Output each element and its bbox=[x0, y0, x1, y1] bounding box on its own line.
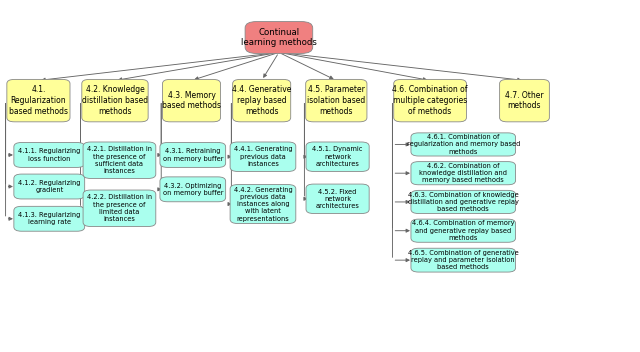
Text: 4.6.1. Combination of
regularization and memory based
methods: 4.6.1. Combination of regularization and… bbox=[406, 134, 520, 155]
FancyBboxPatch shape bbox=[411, 219, 516, 242]
Text: 4.2. Knowledge
distillation based
methods: 4.2. Knowledge distillation based method… bbox=[82, 86, 148, 116]
FancyBboxPatch shape bbox=[245, 21, 313, 54]
Text: 4.5. Parameter
isolation based
methods: 4.5. Parameter isolation based methods bbox=[307, 86, 365, 116]
Text: 4.1.
Regularization
based methods: 4.1. Regularization based methods bbox=[9, 86, 68, 116]
FancyBboxPatch shape bbox=[7, 80, 70, 122]
FancyBboxPatch shape bbox=[306, 80, 367, 122]
FancyBboxPatch shape bbox=[14, 206, 84, 231]
Text: 4.6.3. Combination of knowledge
distillation and generative replay
based methods: 4.6.3. Combination of knowledge distilla… bbox=[408, 192, 518, 212]
Text: 4.7. Other
methods: 4.7. Other methods bbox=[505, 91, 544, 111]
FancyBboxPatch shape bbox=[411, 190, 516, 214]
Text: Continual
learning methods: Continual learning methods bbox=[241, 28, 317, 48]
FancyBboxPatch shape bbox=[14, 143, 84, 168]
FancyBboxPatch shape bbox=[411, 133, 516, 156]
FancyBboxPatch shape bbox=[394, 80, 467, 122]
Text: 4.6.2. Combination of
knowledge distillation and
memory based methods: 4.6.2. Combination of knowledge distilla… bbox=[419, 163, 508, 183]
FancyBboxPatch shape bbox=[233, 80, 291, 122]
FancyBboxPatch shape bbox=[500, 80, 549, 122]
FancyBboxPatch shape bbox=[82, 80, 148, 122]
Text: 4.1.2. Regularizing
gradient: 4.1.2. Regularizing gradient bbox=[18, 180, 81, 193]
Text: 4.6.4. Combination of memory
and generative replay based
methods: 4.6.4. Combination of memory and generat… bbox=[412, 220, 515, 241]
Text: 4.3. Memory
based methods: 4.3. Memory based methods bbox=[162, 91, 221, 111]
FancyBboxPatch shape bbox=[160, 143, 226, 168]
Text: 4.5.1. Dynamic
network
architectures: 4.5.1. Dynamic network architectures bbox=[312, 146, 363, 167]
Text: 4.4. Generative
replay based
methods: 4.4. Generative replay based methods bbox=[232, 86, 291, 116]
Text: 4.2.2. Distillation in
the presence of
limited data
instances: 4.2.2. Distillation in the presence of l… bbox=[87, 194, 152, 222]
FancyBboxPatch shape bbox=[14, 174, 84, 199]
FancyBboxPatch shape bbox=[411, 162, 516, 185]
FancyBboxPatch shape bbox=[83, 142, 156, 178]
FancyBboxPatch shape bbox=[230, 142, 296, 171]
FancyBboxPatch shape bbox=[163, 80, 221, 122]
Text: 4.1.1. Regularizing
loss function: 4.1.1. Regularizing loss function bbox=[18, 148, 81, 162]
Text: 4.4.2. Generating
previous data
instances along
with latent
representations: 4.4.2. Generating previous data instance… bbox=[234, 187, 292, 221]
Text: 4.5.2. Fixed
network
architectures: 4.5.2. Fixed network architectures bbox=[316, 189, 360, 209]
FancyBboxPatch shape bbox=[83, 190, 156, 226]
FancyBboxPatch shape bbox=[306, 184, 369, 214]
Text: 4.2.1. Distillation in
the presence of
sufficient data
instances: 4.2.1. Distillation in the presence of s… bbox=[87, 146, 152, 174]
Text: 4.3.1. Retraining
on memory buffer: 4.3.1. Retraining on memory buffer bbox=[163, 148, 223, 162]
FancyBboxPatch shape bbox=[411, 248, 516, 272]
Text: 4.3.2. Optimizing
on memory buffer: 4.3.2. Optimizing on memory buffer bbox=[163, 183, 223, 196]
FancyBboxPatch shape bbox=[230, 184, 296, 224]
Text: 4.6. Combination of
multiple categories
of methods: 4.6. Combination of multiple categories … bbox=[392, 86, 468, 116]
Text: 4.6.5. Combination of generative
replay and parameter isolation
based methods: 4.6.5. Combination of generative replay … bbox=[408, 250, 518, 270]
FancyBboxPatch shape bbox=[306, 142, 369, 171]
FancyBboxPatch shape bbox=[160, 177, 226, 202]
Text: 4.4.1. Generating
previous data
instances: 4.4.1. Generating previous data instance… bbox=[234, 146, 292, 167]
Text: 4.1.3. Regularizing
learning rate: 4.1.3. Regularizing learning rate bbox=[18, 212, 81, 225]
